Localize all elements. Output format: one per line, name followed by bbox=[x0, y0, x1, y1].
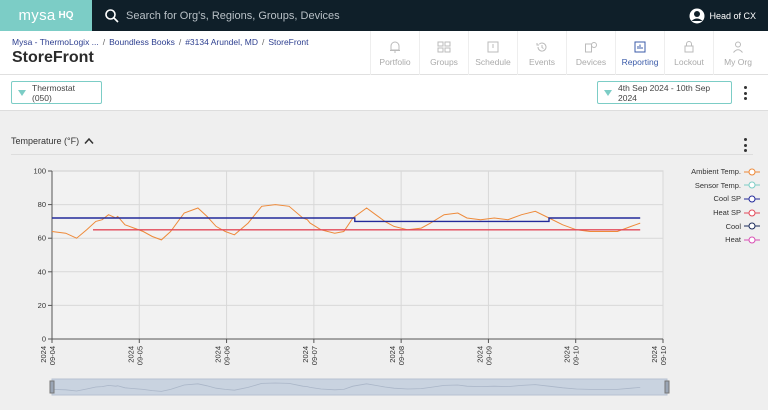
bell-icon bbox=[390, 41, 400, 52]
devices-icon bbox=[585, 41, 597, 52]
device-select[interactable]: Thermostat (050) bbox=[11, 81, 102, 104]
tab-label: My Org bbox=[724, 56, 752, 67]
chevron-up-icon bbox=[84, 137, 94, 144]
person-icon bbox=[733, 41, 743, 53]
search-bar bbox=[104, 8, 689, 24]
groups-icon bbox=[437, 41, 451, 52]
x-tick-label: 09-092024 bbox=[475, 346, 493, 365]
range-navigator bbox=[51, 378, 668, 396]
legend-marker-icon bbox=[744, 195, 760, 203]
chart-divider bbox=[11, 154, 753, 155]
breadcrumb-zone[interactable]: StoreFront bbox=[268, 37, 309, 47]
legend-marker-icon bbox=[744, 181, 760, 189]
y-tick-label: 100 bbox=[33, 167, 46, 176]
legend-marker-icon bbox=[744, 236, 760, 244]
page-title: StoreFront bbox=[12, 49, 94, 66]
tab-label: Schedule bbox=[475, 56, 511, 67]
tab-my-org[interactable]: My Org bbox=[713, 31, 762, 75]
breadcrumb-location[interactable]: #3134 Arundel, MD bbox=[185, 37, 258, 47]
chart-title-label: Temperature (°F) bbox=[11, 136, 80, 146]
user-name: Head of CX bbox=[709, 10, 756, 21]
legend-item[interactable]: Heat bbox=[670, 233, 760, 247]
tab-devices[interactable]: Devices bbox=[566, 31, 615, 75]
legend-label: Heat SP bbox=[713, 208, 741, 218]
legend-marker-icon bbox=[744, 222, 760, 230]
top-bar: mysa HQ Head of CX bbox=[0, 0, 768, 31]
plot-area bbox=[51, 170, 664, 340]
x-tick-label: 09-052024 bbox=[126, 346, 144, 365]
tab-label: Portfolio bbox=[379, 56, 411, 67]
breadcrumb-separator: / bbox=[102, 37, 106, 47]
tab-label: Groups bbox=[430, 56, 458, 67]
legend-label: Cool bbox=[725, 221, 741, 231]
tab-portfolio[interactable]: Portfolio bbox=[370, 31, 419, 75]
lock-icon bbox=[684, 40, 694, 52]
app-logo[interactable]: mysa HQ bbox=[0, 0, 92, 31]
legend-item[interactable]: Heat SP bbox=[670, 206, 760, 220]
history-icon bbox=[536, 42, 547, 52]
x-tick-label: 09-102024 bbox=[650, 346, 668, 365]
x-tick-label: 09-042024 bbox=[39, 346, 57, 365]
y-tick-label: 0 bbox=[42, 335, 46, 344]
y-tick-label: 60 bbox=[38, 234, 46, 243]
y-tick-label: 20 bbox=[38, 301, 46, 310]
breadcrumb-company[interactable]: Boundless Books bbox=[109, 37, 175, 47]
logo-text: mysa bbox=[18, 7, 56, 24]
legend-item[interactable]: Cool bbox=[670, 219, 760, 233]
cool-sp-line bbox=[52, 217, 641, 223]
range-handle-right bbox=[664, 380, 670, 394]
legend-item[interactable]: Ambient Temp. bbox=[670, 165, 760, 179]
avatar-icon bbox=[689, 8, 705, 23]
device-select-value: Thermostat (050) bbox=[32, 82, 75, 103]
page-header: Mysa - ThermoLogix ... / Boundless Books… bbox=[0, 31, 768, 75]
filter-more-icon[interactable] bbox=[742, 86, 748, 100]
range-handle-left bbox=[49, 380, 55, 394]
breadcrumb: Mysa - ThermoLogix ... / Boundless Books… bbox=[12, 37, 309, 47]
search-icon bbox=[105, 8, 119, 23]
breadcrumb-org[interactable]: Mysa - ThermoLogix ... bbox=[12, 37, 99, 47]
tab-groups[interactable]: Groups bbox=[419, 31, 468, 75]
x-tick-label: 09-082024 bbox=[388, 346, 406, 365]
chart-icon bbox=[634, 41, 646, 52]
legend-marker-icon bbox=[744, 209, 760, 217]
legend-label: Heat bbox=[725, 235, 741, 245]
tab-events[interactable]: Events bbox=[517, 31, 566, 75]
y-tick-label: 80 bbox=[38, 200, 46, 209]
legend-label: Ambient Temp. bbox=[691, 167, 741, 177]
dropdown-triangle-icon bbox=[604, 89, 612, 96]
ambient-temp-line bbox=[51, 204, 641, 241]
chart-legend: Ambient Temp. Sensor Temp. Cool SP Heat SP C… bbox=[670, 165, 760, 247]
tab-label: Events bbox=[529, 56, 555, 67]
legend-item[interactable]: Sensor Temp. bbox=[670, 179, 760, 193]
legend-label: Cool SP bbox=[713, 194, 741, 204]
dropdown-triangle-icon bbox=[18, 89, 26, 96]
calendar-icon bbox=[487, 41, 499, 52]
breadcrumb-separator: / bbox=[178, 37, 182, 47]
legend-label: Sensor Temp. bbox=[694, 180, 741, 190]
nav-tabs: Portfolio Groups Schedule Events Devices… bbox=[370, 31, 762, 75]
chart-title[interactable]: Temperature (°F) bbox=[11, 136, 94, 146]
tab-lockout[interactable]: Lockout bbox=[664, 31, 713, 75]
legend-item[interactable]: Cool SP bbox=[670, 192, 760, 206]
range-navigator-line bbox=[51, 382, 641, 392]
user-menu[interactable]: Head of CX bbox=[689, 8, 756, 24]
tab-schedule[interactable]: Schedule bbox=[468, 31, 517, 75]
x-tick-label: 09-062024 bbox=[214, 346, 232, 365]
filter-bar: Thermostat (050) 4th Sep 2024 - 10th Sep… bbox=[0, 75, 768, 111]
chart-more-icon[interactable] bbox=[742, 138, 748, 152]
x-tick-label: 09-102024 bbox=[563, 346, 581, 365]
tab-label: Lockout bbox=[674, 56, 704, 67]
legend-marker-icon bbox=[744, 168, 760, 176]
tab-reporting[interactable]: Reporting bbox=[615, 31, 664, 75]
breadcrumb-separator: / bbox=[261, 37, 265, 47]
date-range-select[interactable]: 4th Sep 2024 - 10th Sep 2024 bbox=[597, 81, 732, 104]
date-range-value: 4th Sep 2024 - 10th Sep 2024 bbox=[618, 82, 711, 103]
tab-label: Devices bbox=[575, 56, 607, 67]
search-input[interactable] bbox=[126, 9, 506, 22]
logo-suffix: HQ bbox=[58, 10, 74, 21]
x-tick-label: 09-072024 bbox=[301, 346, 319, 365]
y-tick-label: 40 bbox=[38, 267, 46, 276]
tab-label: Reporting bbox=[621, 56, 659, 67]
